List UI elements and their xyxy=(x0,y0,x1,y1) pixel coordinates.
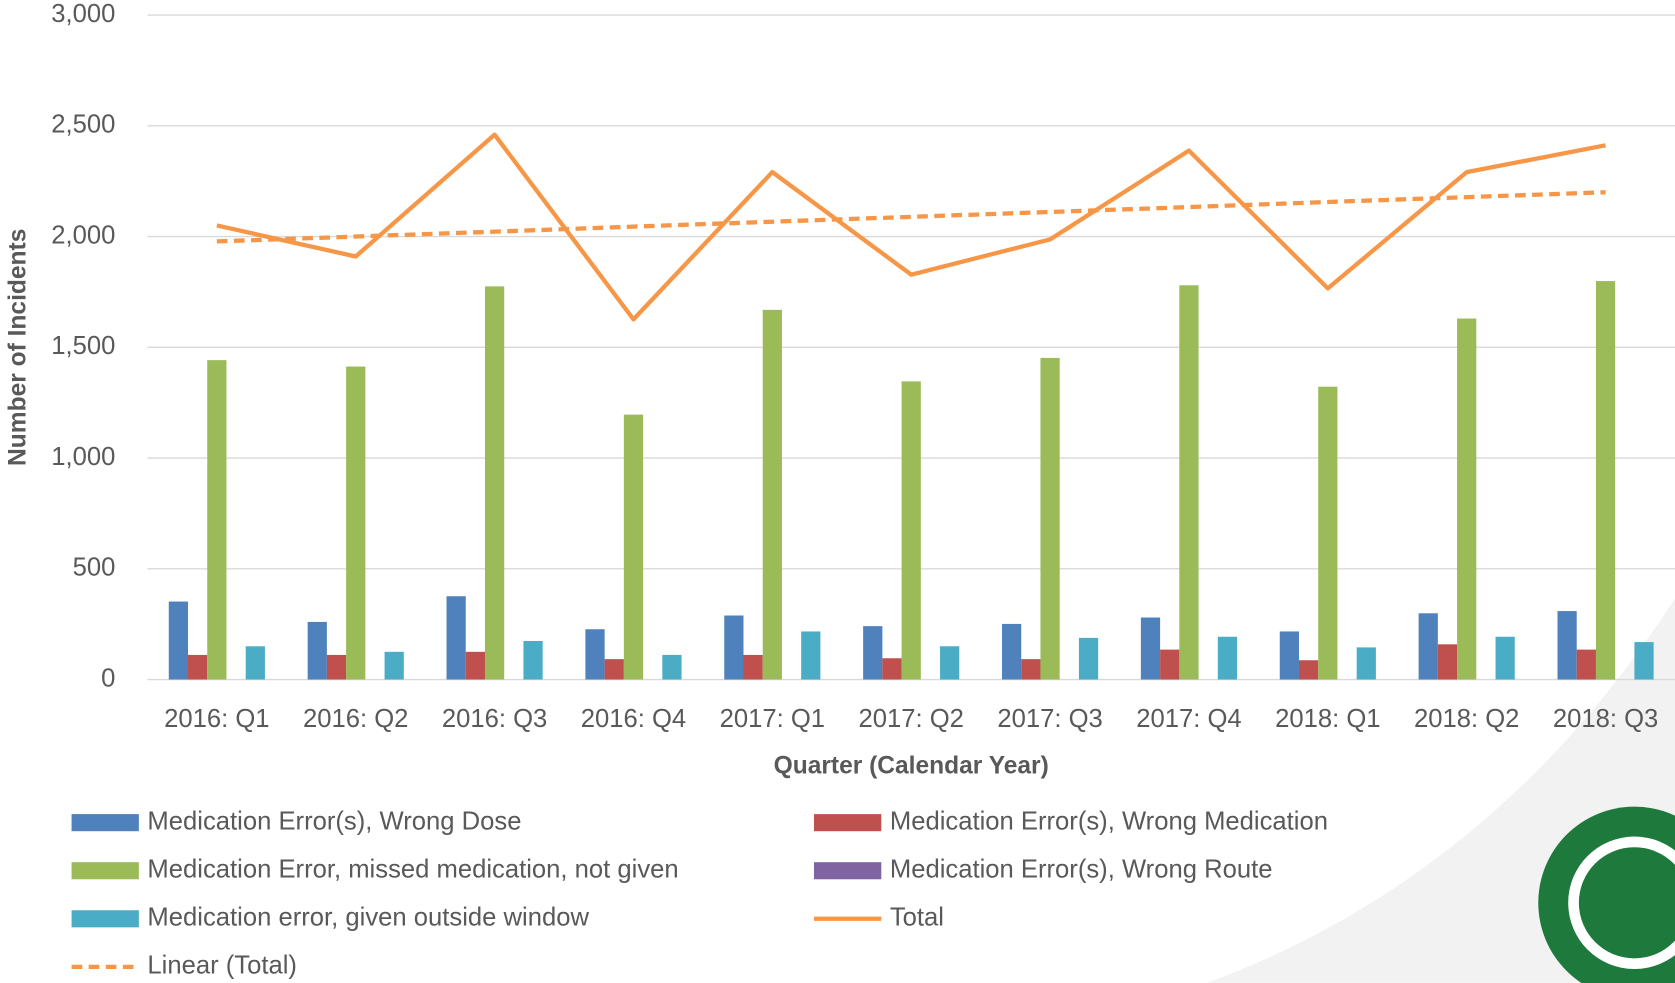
y-tick-label: 1,000 xyxy=(51,443,115,471)
bar xyxy=(801,631,821,680)
bar xyxy=(743,654,763,680)
legend-label: Total xyxy=(890,904,944,932)
y-tick-label: 2,000 xyxy=(51,221,115,249)
x-tick-label: 2017: Q1 xyxy=(720,705,825,733)
bar xyxy=(1437,644,1458,680)
y-tick-label: 2,500 xyxy=(51,111,115,139)
bar xyxy=(1140,617,1161,680)
bar xyxy=(384,651,404,680)
legend-label: Medication Error(s), Wrong Medication xyxy=(890,807,1328,835)
x-tick-label: 2017: Q3 xyxy=(997,705,1102,733)
legend-swatch xyxy=(71,862,139,880)
x-tick-label: 2016: Q3 xyxy=(442,705,547,733)
legend-label: Medication Error, missed medication, not… xyxy=(147,855,678,883)
bar xyxy=(585,629,605,680)
bar xyxy=(1595,281,1616,680)
bar xyxy=(1298,660,1319,680)
bar xyxy=(1179,285,1199,680)
bar xyxy=(1160,649,1180,680)
trend-line xyxy=(216,190,1606,244)
x-tick-label: 2017: Q4 xyxy=(1136,705,1241,733)
bar xyxy=(188,654,208,680)
x-tick-label: 2017: Q2 xyxy=(858,705,963,733)
x-tick-label: 2016: Q2 xyxy=(303,705,408,733)
y-tick-label: 0 xyxy=(101,664,115,692)
legend-swatch xyxy=(813,814,882,832)
legend-swatch xyxy=(813,862,882,880)
bar xyxy=(523,640,543,680)
bar xyxy=(1002,623,1022,680)
bar xyxy=(326,654,347,680)
line xyxy=(216,132,1606,322)
legend-label: Medication Error(s), Wrong Dose xyxy=(147,807,521,835)
bar xyxy=(346,366,366,680)
legend-label: Medication Error(s), Wrong Route xyxy=(890,855,1273,883)
bar xyxy=(446,596,466,680)
logo-core xyxy=(1578,847,1675,959)
x-tick-label: 2018: Q3 xyxy=(1553,705,1658,733)
bar xyxy=(245,646,265,680)
legend-swatch xyxy=(71,910,139,928)
bar xyxy=(168,601,189,680)
bar xyxy=(604,659,624,680)
bar xyxy=(465,651,485,680)
bar xyxy=(1557,611,1577,680)
bar xyxy=(1078,637,1099,680)
x-tick-label: 2018: Q2 xyxy=(1414,705,1519,733)
legend-swatch xyxy=(71,814,139,832)
bar xyxy=(1576,649,1596,680)
y-tick-label: 3,000 xyxy=(51,0,115,28)
bar xyxy=(1021,659,1041,680)
bar xyxy=(940,646,960,680)
x-axis-title: Quarter (Calendar Year) xyxy=(774,753,1049,780)
bar xyxy=(662,654,682,680)
bar xyxy=(1318,386,1338,680)
bar xyxy=(1418,613,1438,680)
bar xyxy=(307,621,327,680)
bar xyxy=(1356,647,1376,680)
bar xyxy=(1495,636,1515,680)
bar xyxy=(1040,357,1060,680)
bar xyxy=(1634,642,1654,680)
x-tick-label: 2016: Q4 xyxy=(581,705,686,733)
x-tick-label: 2018: Q1 xyxy=(1275,705,1380,733)
y-axis-title: Number of Incidents xyxy=(5,229,32,466)
bar xyxy=(207,360,227,680)
bar xyxy=(724,615,744,680)
y-tick-label: 500 xyxy=(73,554,116,582)
bar xyxy=(484,286,505,680)
legend-label: Medication error, given outside window xyxy=(147,904,589,932)
bar xyxy=(882,658,902,680)
bar xyxy=(901,381,921,680)
y-tick-label: 1,500 xyxy=(51,332,115,360)
bar xyxy=(762,309,782,680)
x-tick-label: 2016: Q1 xyxy=(164,705,269,733)
legend-label: Linear (Total) xyxy=(147,952,297,980)
bar xyxy=(863,626,883,680)
bar xyxy=(1279,631,1299,680)
bar xyxy=(1217,636,1238,680)
bar xyxy=(623,414,644,680)
bar xyxy=(1457,318,1477,680)
